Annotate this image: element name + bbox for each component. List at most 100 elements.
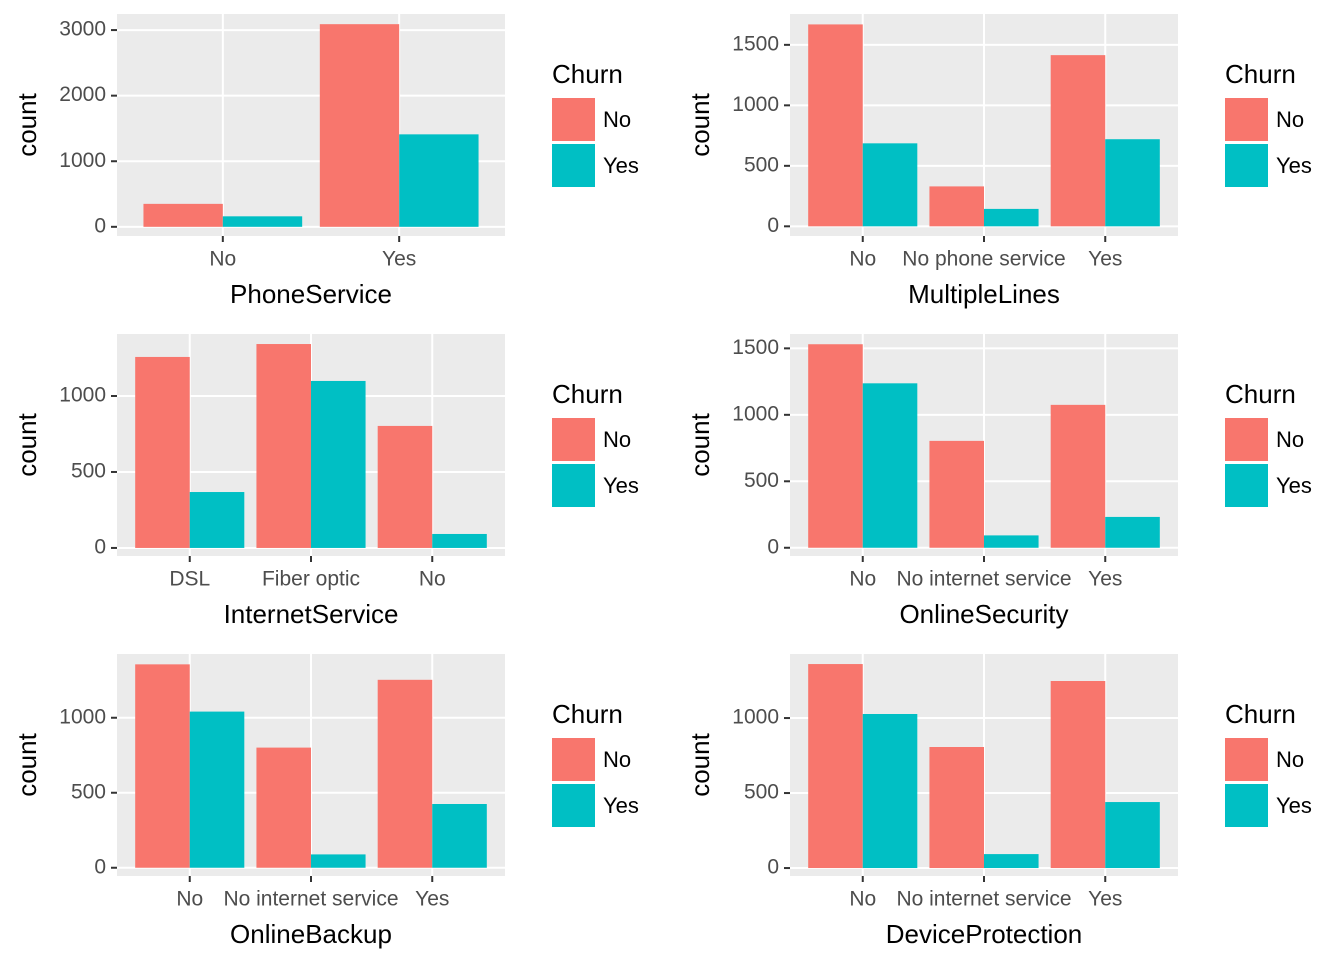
legend-label: Yes — [1276, 473, 1312, 498]
y-axis-title: count — [12, 92, 42, 156]
bar — [399, 134, 479, 227]
y-tick-label: 1500 — [732, 336, 779, 359]
legend-key — [1225, 418, 1268, 461]
y-tick-label: 500 — [744, 153, 779, 176]
x-tick-label: No internet service — [223, 888, 398, 911]
legend-title: Churn — [552, 379, 623, 409]
y-axis-title: count — [685, 412, 715, 476]
bar — [189, 492, 245, 548]
legend-key — [552, 418, 595, 461]
legend-label: Yes — [603, 793, 639, 818]
bar — [862, 143, 918, 227]
legend-label: No — [1276, 107, 1304, 132]
legend-key — [552, 464, 595, 507]
bar — [984, 535, 1039, 548]
bar — [808, 344, 863, 548]
x-tick-label: No internet service — [896, 888, 1071, 911]
y-axis-title: count — [12, 732, 42, 796]
legend-key — [552, 144, 595, 187]
y-tick-label: 500 — [71, 460, 106, 483]
legend-key — [552, 784, 595, 827]
bar — [432, 804, 487, 868]
bar — [311, 854, 366, 868]
bar — [319, 24, 400, 227]
y-tick-label: 1000 — [732, 93, 779, 116]
bar — [1050, 55, 1106, 227]
y-axis-title: count — [12, 412, 42, 476]
panel: 0 500 1000 No No internet service Yes OnlineBa… — [12, 654, 639, 949]
x-tick-label: DSL — [169, 568, 210, 591]
x-tick-label: No — [419, 568, 446, 591]
y-tick-label: 3000 — [59, 18, 106, 41]
bar — [1105, 516, 1160, 548]
bar — [1050, 681, 1106, 869]
y-tick-label: 0 — [767, 535, 779, 558]
y-axis-title: count — [685, 732, 715, 796]
x-axis-title: OnlineBackup — [230, 919, 392, 949]
y-axis-title: count — [685, 92, 715, 156]
bar — [1105, 802, 1160, 869]
legend-key — [1225, 98, 1268, 141]
bar — [135, 356, 190, 548]
legend-key — [1225, 464, 1268, 507]
x-tick-label: No — [176, 888, 203, 911]
legend-key — [552, 98, 595, 141]
legend-title: Churn — [552, 699, 623, 729]
y-tick-label: 2000 — [59, 83, 106, 106]
bar — [256, 747, 311, 868]
panel: 0 500 1000 DSL Fiber optic No InternetService c… — [12, 334, 639, 629]
legend-label: No — [1276, 747, 1304, 772]
x-tick-label: No — [849, 568, 876, 591]
y-tick-label: 0 — [94, 855, 106, 878]
y-tick-label: 500 — [744, 781, 779, 804]
x-tick-label: Yes — [415, 888, 449, 911]
bar — [311, 380, 366, 548]
bar — [256, 344, 311, 548]
legend-key — [1225, 738, 1268, 781]
x-tick-label: Yes — [1088, 248, 1122, 271]
x-axis-title: OnlineSecurity — [899, 599, 1068, 629]
bar — [808, 664, 863, 869]
x-axis-title: DeviceProtection — [886, 919, 1083, 949]
x-tick-label: Yes — [1088, 888, 1122, 911]
panel: 0 500 1000 1500 No No phone service Yes Multipl… — [685, 14, 1312, 309]
legend-label: No — [603, 107, 631, 132]
y-tick-label: 1000 — [59, 384, 106, 407]
bar — [377, 425, 433, 548]
x-tick-label: No internet service — [896, 568, 1071, 591]
x-axis-title: InternetService — [224, 599, 399, 629]
y-tick-label: 1000 — [59, 149, 106, 172]
legend-label: Yes — [603, 153, 639, 178]
bar — [377, 679, 433, 868]
bar — [862, 714, 918, 869]
bar — [432, 533, 487, 548]
bar — [1050, 404, 1106, 548]
x-tick-label: No — [849, 248, 876, 271]
bar — [929, 186, 984, 227]
x-tick-label: Yes — [1088, 568, 1122, 591]
y-tick-label: 0 — [767, 856, 779, 879]
y-tick-label: 1000 — [732, 402, 779, 425]
bar — [862, 383, 918, 548]
x-tick-label: Fiber optic — [262, 568, 360, 591]
bar — [929, 747, 984, 869]
bar — [929, 440, 984, 548]
bar — [1105, 139, 1160, 227]
x-tick-label: No phone service — [902, 248, 1065, 271]
legend-label: Yes — [1276, 153, 1312, 178]
y-tick-label: 500 — [71, 780, 106, 803]
legend-key — [1225, 784, 1268, 827]
bar — [808, 24, 863, 227]
bar — [984, 208, 1039, 227]
bar — [222, 216, 303, 227]
panel: 0 1000 2000 3000 No Yes PhoneService count Churn… — [12, 14, 639, 309]
bar — [135, 664, 190, 868]
y-tick-label: 0 — [94, 535, 106, 558]
legend-label: No — [603, 747, 631, 772]
legend-title: Churn — [552, 59, 623, 89]
panel: 0 500 1000 1500 No No internet service Yes Onli… — [685, 334, 1312, 629]
legend-title: Churn — [1225, 699, 1296, 729]
x-axis-title: PhoneService — [230, 279, 392, 309]
